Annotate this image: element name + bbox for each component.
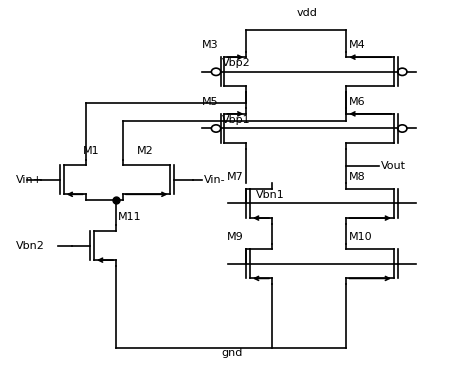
Text: Vin-: Vin- — [204, 175, 226, 185]
Text: Vbp1: Vbp1 — [222, 115, 250, 125]
Text: M5: M5 — [202, 96, 219, 107]
Text: gnd: gnd — [222, 348, 243, 358]
Text: M2: M2 — [137, 146, 154, 156]
Text: M6: M6 — [349, 96, 365, 107]
Text: M9: M9 — [227, 232, 244, 242]
Text: Vbp2: Vbp2 — [222, 58, 250, 68]
Text: M10: M10 — [349, 232, 373, 242]
Text: M4: M4 — [349, 40, 365, 50]
Text: M11: M11 — [118, 212, 142, 222]
Text: M3: M3 — [202, 40, 219, 50]
Text: Vout: Vout — [382, 161, 406, 171]
Text: vdd: vdd — [296, 8, 317, 18]
Text: M1: M1 — [83, 146, 100, 156]
Text: M7: M7 — [227, 172, 244, 181]
Text: Vin+: Vin+ — [16, 175, 43, 185]
Text: Vbn2: Vbn2 — [16, 240, 45, 251]
Text: M8: M8 — [349, 172, 365, 181]
Text: Vbn1: Vbn1 — [255, 190, 284, 200]
